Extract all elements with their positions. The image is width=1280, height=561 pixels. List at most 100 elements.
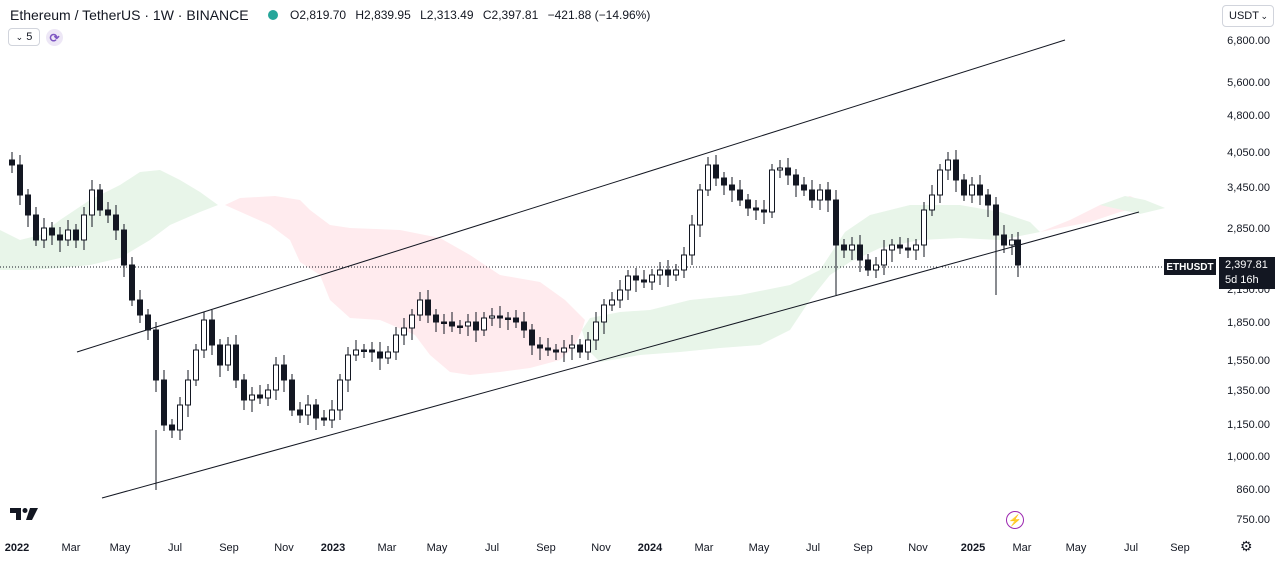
candle xyxy=(1015,232,1021,277)
time-tick-label: Nov xyxy=(274,542,294,554)
price-tick-label: 1,550.00 xyxy=(1227,355,1270,367)
tradingview-logo-icon[interactable] xyxy=(10,506,40,522)
candle xyxy=(921,202,927,257)
candle xyxy=(121,224,127,277)
price-axis[interactable]: 6,800.00 5,600.00 4,800.00 4,050.00 3,450.00… xyxy=(1227,35,1270,526)
candle xyxy=(513,310,519,328)
candle xyxy=(977,175,983,205)
candle xyxy=(305,395,311,425)
candle xyxy=(673,264,679,281)
currency-selector[interactable]: USDT ⌄ xyxy=(1222,5,1274,27)
candle xyxy=(993,197,999,241)
candle xyxy=(297,402,303,423)
candle xyxy=(353,340,359,361)
price-tick-label: 1,350.00 xyxy=(1227,385,1270,397)
candlestick-series xyxy=(9,150,1021,490)
candle xyxy=(81,207,87,250)
candle xyxy=(849,237,855,260)
candle xyxy=(377,342,383,370)
candle xyxy=(41,218,47,248)
candle xyxy=(889,239,895,262)
candle xyxy=(529,324,535,355)
time-tick-label: Mar xyxy=(62,542,81,554)
candle xyxy=(433,309,439,332)
candle xyxy=(785,158,791,185)
candle xyxy=(873,257,879,278)
candle xyxy=(721,172,727,195)
candle xyxy=(233,335,239,388)
ichimoku-cloud xyxy=(0,170,1165,375)
time-axis[interactable]: 2022 Mar May Jul Sep Nov 2023 Mar May Jul Sep Nov 20… xyxy=(5,542,1190,554)
flash-icon[interactable]: ⚡ xyxy=(1006,511,1024,529)
candle xyxy=(745,194,751,216)
candle xyxy=(449,312,455,332)
candle xyxy=(793,169,799,197)
candle xyxy=(153,322,159,392)
candle xyxy=(609,292,615,311)
time-tick-label: Sep xyxy=(219,542,239,554)
candle xyxy=(25,189,31,227)
candle xyxy=(209,310,215,355)
candle xyxy=(617,280,623,308)
indicator-count: 5 xyxy=(26,31,33,43)
candle xyxy=(777,160,783,178)
candle xyxy=(129,257,135,306)
candle xyxy=(945,152,951,180)
candle xyxy=(473,312,479,342)
candle xyxy=(505,312,511,330)
candle xyxy=(177,397,183,440)
settings-gear-icon[interactable]: ⚙ xyxy=(1240,538,1253,554)
candle xyxy=(537,337,543,360)
refresh-icon[interactable]: ⟳ xyxy=(46,29,63,46)
candle xyxy=(361,344,367,358)
price-tick-label: 860.00 xyxy=(1236,484,1270,496)
candle xyxy=(369,342,375,362)
time-tick-label: 2022 xyxy=(5,542,29,554)
candle xyxy=(697,184,703,237)
indicators-toggle-button[interactable]: ⌄ 5 xyxy=(8,28,40,46)
price-tick-label: 1,850.00 xyxy=(1227,317,1270,329)
time-tick-label: May xyxy=(110,542,131,554)
time-tick-label: Jul xyxy=(485,542,499,554)
candle xyxy=(281,355,287,392)
candle xyxy=(929,185,935,216)
price-tick-label: 4,800.00 xyxy=(1227,110,1270,122)
high-value: H2,839.95 xyxy=(355,8,411,22)
price-tick-label: 2,850.00 xyxy=(1227,223,1270,235)
candle xyxy=(169,419,175,438)
candle xyxy=(969,177,975,203)
time-tick-label: May xyxy=(1066,542,1087,554)
candle xyxy=(65,220,71,246)
candle xyxy=(1009,234,1015,255)
candle xyxy=(161,370,167,431)
chevron-down-icon: ⌄ xyxy=(1260,10,1268,21)
candle xyxy=(801,177,807,196)
channel-upper-line[interactable] xyxy=(76,39,1066,353)
price-tick-label: 1,000.00 xyxy=(1227,451,1270,463)
candle xyxy=(881,240,887,275)
legend-header: Ethereum / TetherUS · 1W · BINANCE O2,81… xyxy=(0,0,1215,30)
candle xyxy=(905,238,911,258)
candle xyxy=(145,309,151,340)
time-tick-label: 2023 xyxy=(321,542,345,554)
candle xyxy=(657,262,663,285)
candle xyxy=(729,177,735,202)
candle xyxy=(385,346,391,364)
candle xyxy=(561,340,567,362)
candle xyxy=(865,254,871,276)
time-tick-label: Mar xyxy=(1013,542,1032,554)
price-tick-label: 750.00 xyxy=(1236,514,1270,526)
currency-label: USDT xyxy=(1229,10,1259,22)
candle xyxy=(689,215,695,265)
time-tick-label: 2025 xyxy=(961,542,985,554)
candle xyxy=(753,200,759,220)
candle xyxy=(249,387,255,412)
candle xyxy=(345,347,351,392)
channel-lower-line[interactable] xyxy=(101,211,1140,499)
symbol-title[interactable]: Ethereum / TetherUS · 1W · BINANCE xyxy=(10,7,249,23)
time-tick-label: Nov xyxy=(908,542,928,554)
candle xyxy=(601,299,607,334)
time-tick-label: 2024 xyxy=(638,542,663,554)
candle xyxy=(545,338,551,356)
